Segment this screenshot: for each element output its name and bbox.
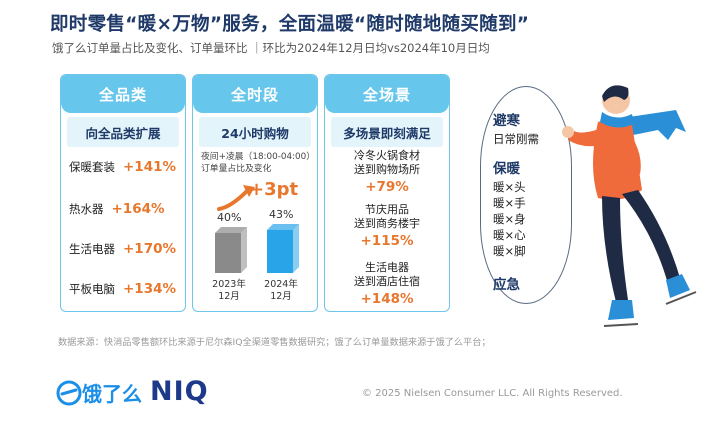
scene-value: +79% — [365, 179, 409, 195]
category-row: 热水器 +164% — [69, 199, 181, 219]
time-bar-category-label: 2023年 12月 — [212, 279, 246, 302]
card-time-head: 全时段 — [193, 75, 317, 113]
card-time: 全时段 24小时购物 夜间+凌晨（18:00-04:00） 订单量占比及变化 +… — [192, 74, 318, 312]
scene-label-line1: 生活电器 — [365, 261, 409, 274]
time-bar — [215, 227, 247, 273]
bubble-item: 暖×头 — [493, 180, 526, 194]
niq-logo: NIQ — [150, 376, 209, 407]
scene-label-line2: 送到购物场所 — [354, 163, 420, 176]
time-bar-category-label: 2024年 12月 — [264, 279, 298, 302]
bubble-item: 暖×脚 — [493, 244, 526, 258]
category-value: +170% — [123, 241, 177, 257]
scene-label: 生活电器 送到酒店住宿 — [325, 261, 449, 289]
category-name: 平板电脑 — [69, 282, 115, 296]
scene-value: +148% — [360, 291, 414, 307]
card-scene: 全场景 多场景即刻满足 冷冬火锅食材 送到购物场所 +79% 节庆用品 送到商务… — [324, 74, 450, 312]
card-scene-head: 全场景 — [325, 75, 449, 113]
scene-label-line1: 节庆用品 — [365, 203, 409, 216]
scene-value: +115% — [360, 233, 414, 249]
card-time-sub: 24小时购物 — [199, 117, 311, 147]
time-bar-pct-label: 43% — [269, 208, 294, 221]
category-row: 保暖套装 +141% — [69, 157, 181, 177]
copyright: © 2025 Nielsen Consumer LLC. All Rights … — [362, 388, 623, 399]
category-value: +164% — [111, 201, 165, 217]
category-value: +141% — [123, 159, 177, 175]
card-category-head: 全品类 — [61, 75, 185, 113]
bubble-item: 日常刚需 — [493, 132, 539, 146]
eleme-logo-text: 饿了么 — [81, 382, 142, 406]
bubble-heading: 避寒 — [493, 113, 520, 129]
scene-label-line2: 送到商务楼宇 — [354, 217, 420, 230]
bubble-item: 暖×心 — [493, 228, 526, 242]
category-row: 生活电器 +170% — [69, 239, 181, 259]
time-note: 夜间+凌晨（18:00-04:00） 订单量占比及变化 — [201, 151, 315, 175]
page-subtitle: 饿了么订单量占比及变化、订单量环比 ｜环比为2024年12月日均vs2024年1… — [52, 41, 490, 55]
category-name: 热水器 — [69, 202, 104, 216]
time-bar-pct-label: 40% — [217, 211, 242, 224]
category-name: 生活电器 — [69, 242, 115, 256]
card-category-sub: 向全品类扩展 — [67, 117, 179, 147]
time-note-line1: 夜间+凌晨（18:00-04:00） — [201, 152, 316, 162]
bubble-heading: 保暖 — [493, 161, 520, 177]
eleme-logo: 饿了么 — [56, 380, 142, 406]
time-change: +3pt — [249, 179, 299, 200]
category-value: +134% — [123, 281, 177, 297]
category-row: 平板电脑 +134% — [69, 279, 181, 299]
scene-label: 冷冬火锅食材 送到购物场所 — [325, 149, 449, 177]
scene-label: 节庆用品 送到商务楼宇 — [325, 203, 449, 231]
time-note-line2: 订单量占比及变化 — [201, 164, 272, 174]
card-scene-sub: 多场景即刻满足 — [331, 117, 443, 147]
category-name: 保暖套装 — [69, 160, 115, 174]
page-title: 即时零售“暖×万物”服务，全面温暖“随时随地随买随到” — [50, 14, 530, 35]
speech-bubble: 避寒 日常刚需 保暖 暖×头 暖×手 暖×身 暖×心 暖×脚 应急 — [480, 86, 572, 304]
scene-label-line1: 冷冬火锅食材 — [354, 149, 420, 162]
scene-label-line2: 送到酒店住宿 — [354, 275, 420, 288]
bubble-item: 暖×手 — [493, 196, 526, 210]
card-category: 全品类 向全品类扩展 保暖套装 +141% 热水器 +164% 生活电器 +17… — [60, 74, 186, 312]
time-bar — [267, 224, 299, 273]
bubble-item: 暖×身 — [493, 212, 526, 226]
bubble-heading: 应急 — [493, 277, 520, 293]
growth-arrow-icon — [217, 185, 255, 211]
data-source-note: 数据来源：快消品零售额环比来源于尼尔森IQ全渠道零售数据研究；饿了么订单量数据来… — [58, 337, 491, 348]
ice-skater-illustration — [562, 85, 697, 327]
